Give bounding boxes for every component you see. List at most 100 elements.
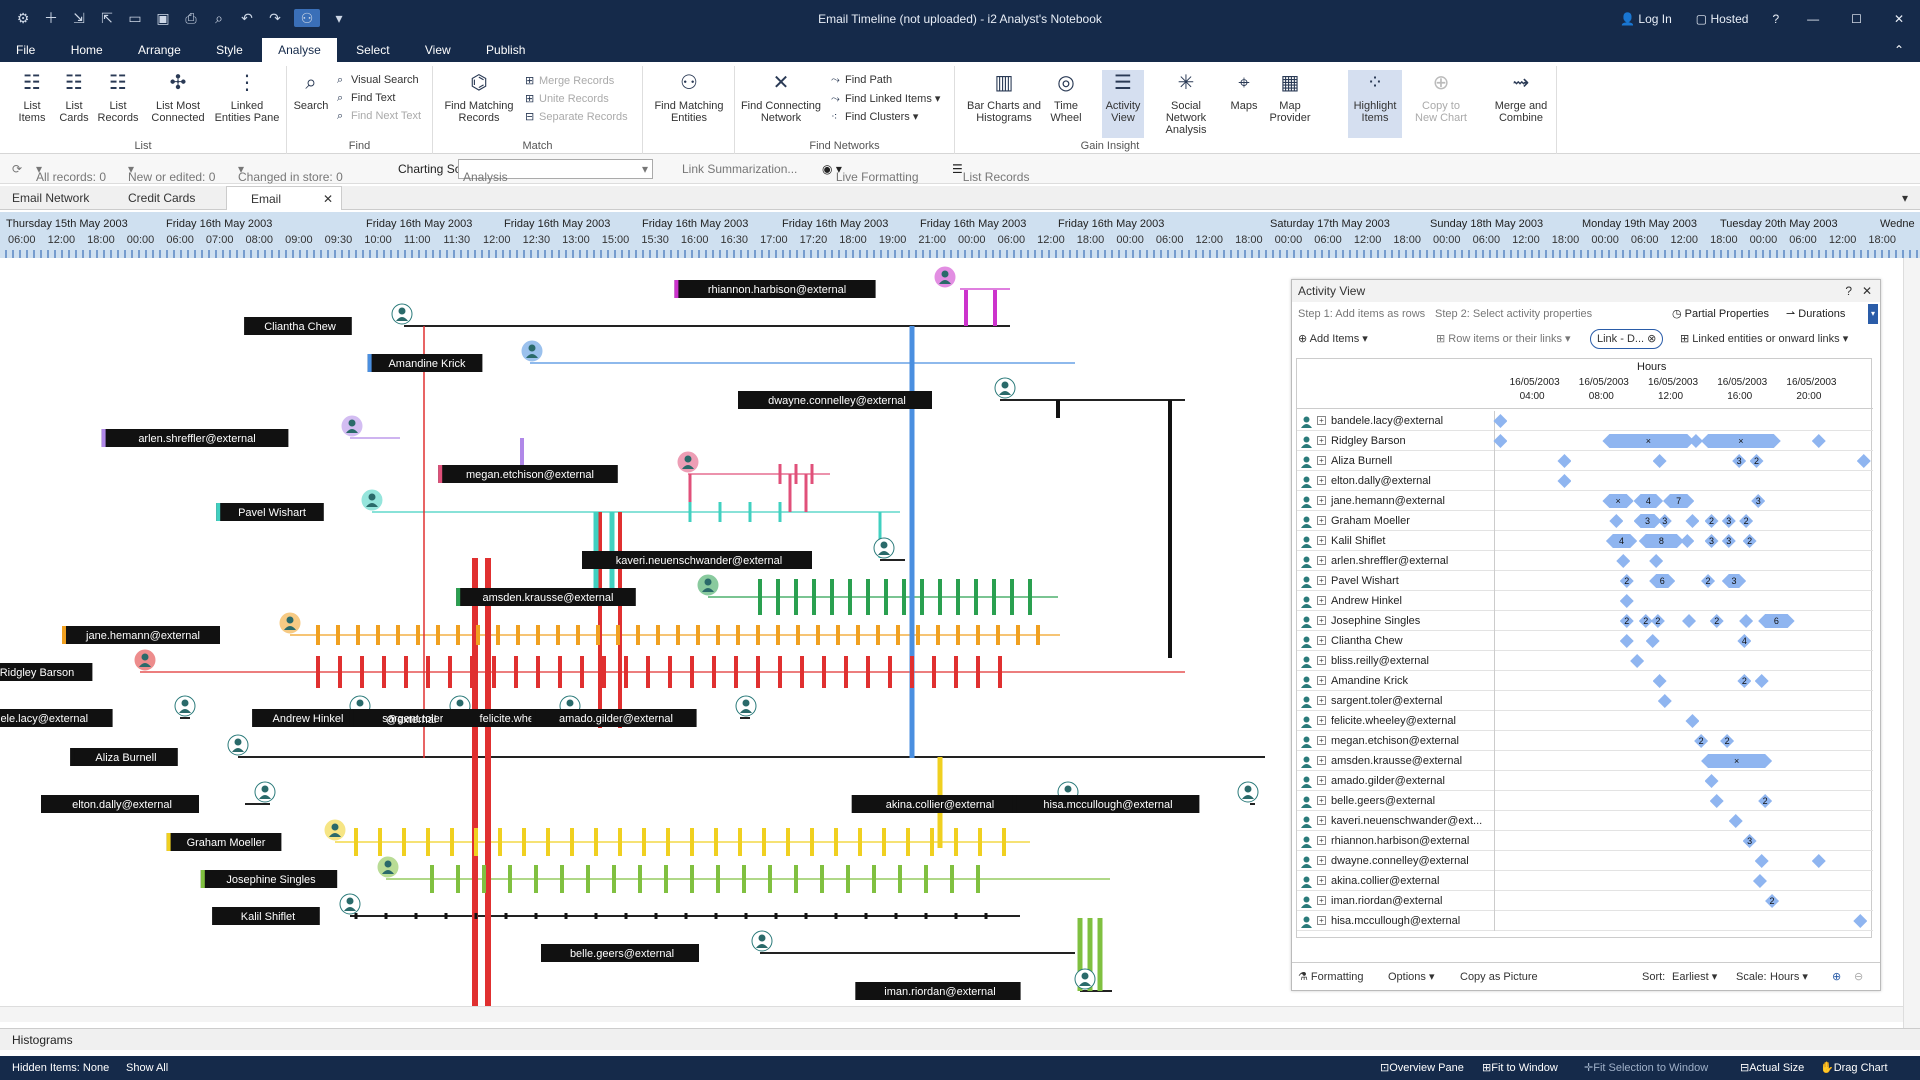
save-icon[interactable]: ▣ <box>156 10 170 26</box>
activity-marker[interactable] <box>1729 814 1743 828</box>
expand-icon[interactable]: + <box>1317 876 1326 885</box>
menu-publish[interactable]: Publish <box>486 43 526 57</box>
activity-row[interactable]: + amado.gilder@external <box>1297 771 1873 791</box>
expand-icon[interactable]: + <box>1317 776 1326 785</box>
activity-marker[interactable] <box>1557 454 1571 468</box>
list-records-button[interactable]: ☷ List Records <box>96 70 140 124</box>
close-pane-icon[interactable]: ✕ <box>1861 284 1872 298</box>
durations-button[interactable]: ⇀ Durations <box>1786 308 1846 320</box>
histograms-pane[interactable]: Histograms <box>0 1028 1920 1050</box>
find-next-text-button[interactable]: ⌕ Find Next Text <box>337 110 421 123</box>
activity-marker[interactable]: 2 <box>1694 734 1708 748</box>
activity-marker[interactable]: 4 <box>1634 494 1664 508</box>
activity-row[interactable]: + Graham Moeller 3 3 2 3 2 <box>1297 511 1873 531</box>
search-button[interactable]: ⌕ Search <box>293 70 329 112</box>
activity-row[interactable]: + bandele.lacy@external <box>1297 411 1873 431</box>
activity-marker[interactable]: × <box>1602 494 1633 508</box>
expand-icon[interactable]: + <box>1317 796 1326 805</box>
merge-and-combine-button[interactable]: ⇝ Merge and Combine <box>1489 70 1553 124</box>
time-wheel-button[interactable]: ◎ Time Wheel <box>1047 70 1085 124</box>
activity-marker[interactable] <box>1493 434 1507 448</box>
visual-search-button[interactable]: ⌕ Visual Search <box>337 74 419 87</box>
actual-size-button[interactable]: ⊟ Actual Size <box>1740 1056 1804 1080</box>
activity-marker[interactable]: 2 <box>1720 734 1734 748</box>
zoom-in-icon[interactable]: ⊕ <box>1832 971 1842 983</box>
activity-marker[interactable] <box>1812 434 1826 448</box>
customize-qat-icon[interactable]: ▾ <box>335 10 343 26</box>
activity-marker[interactable]: 2 <box>1651 614 1665 628</box>
activity-marker[interactable]: 2 <box>1743 534 1757 548</box>
expand-icon[interactable]: + <box>1317 716 1326 725</box>
activity-marker[interactable]: 2 <box>1705 514 1719 528</box>
activity-marker[interactable] <box>1755 674 1769 688</box>
activity-marker[interactable] <box>1658 694 1672 708</box>
menu-arrange[interactable]: Arrange <box>138 43 181 57</box>
new-from-template2-icon[interactable]: ⇱ <box>101 10 113 26</box>
activity-row[interactable]: + elton.dally@external <box>1297 471 1873 491</box>
activity-row[interactable]: + sargent.toler@external <box>1297 691 1873 711</box>
expand-icon[interactable]: + <box>1317 916 1326 925</box>
find-connecting-network-button[interactable]: ✕ Find Connecting Network <box>739 70 823 124</box>
menu-style[interactable]: Style <box>216 43 243 57</box>
expand-icon[interactable]: + <box>1317 616 1326 625</box>
sort-dropdown[interactable]: Earliest ▾ <box>1672 971 1718 983</box>
activity-marker[interactable] <box>1705 774 1719 788</box>
timeline-ruler[interactable]: Thursday 15th May 2003 Friday 16th May 20… <box>0 212 1920 258</box>
expand-icon[interactable]: + <box>1317 696 1326 705</box>
activity-marker[interactable] <box>1620 594 1634 608</box>
formatting-button[interactable]: ⚗ Formatting <box>1298 971 1364 983</box>
activity-marker[interactable]: 2 <box>1620 614 1634 628</box>
activity-marker[interactable] <box>1739 614 1753 628</box>
redo-icon[interactable]: ↷ <box>269 10 281 26</box>
find-linked-items-button[interactable]: ⤳ Find Linked Items ▾ <box>831 93 941 105</box>
new-chart-icon[interactable]: ＋ <box>44 10 58 26</box>
activity-marker[interactable] <box>1653 454 1667 468</box>
new-or-edited-dropdown[interactable]: New or edited: 0 ▾ <box>128 162 216 184</box>
activity-row[interactable]: + Kalil Shiflet 4 8 3 3 2 <box>1297 531 1873 551</box>
menu-analyse[interactable]: Analyse <box>262 38 337 62</box>
expand-icon[interactable]: + <box>1317 816 1326 825</box>
activity-marker[interactable]: × <box>1602 434 1694 448</box>
activity-marker[interactable]: 3 <box>1722 574 1746 588</box>
drag-chart-button[interactable]: ✋ Drag Chart <box>1820 1056 1888 1080</box>
activity-marker[interactable]: 2 <box>1710 614 1724 628</box>
copy-to-new-chart-button[interactable]: ⊕ Copy to New Chart <box>1411 70 1471 124</box>
activity-marker[interactable] <box>1755 854 1769 868</box>
activity-row[interactable]: + Aliza Burnell 3 2 <box>1297 451 1873 471</box>
fit-to-window-button[interactable]: ⊞ Fit to Window <box>1482 1056 1558 1080</box>
canvas-vertical-scrollbar[interactable] <box>1903 258 1920 1028</box>
menu-file[interactable]: File <box>16 43 36 57</box>
activity-row[interactable]: + iman.riordan@external 2 <box>1297 891 1873 911</box>
changed-in-store-dropdown[interactable]: Changed in store: 0 ▾ <box>238 162 343 184</box>
activity-row[interactable]: + Cliantha Chew 4 <box>1297 631 1873 651</box>
activity-row[interactable]: + hisa.mccullough@external <box>1297 911 1873 931</box>
expand-icon[interactable]: + <box>1317 856 1326 865</box>
activity-row[interactable]: + Andrew Hinkel <box>1297 591 1873 611</box>
activity-row[interactable]: + arlen.shreffler@external <box>1297 551 1873 571</box>
menu-select[interactable]: Select <box>356 43 390 57</box>
activity-marker[interactable] <box>1620 634 1634 648</box>
maximize-icon[interactable]: ☐ <box>1851 12 1862 26</box>
help-icon[interactable]: ? <box>1845 284 1852 298</box>
find-clusters-button[interactable]: ⁖ Find Clusters ▾ <box>831 111 919 123</box>
activity-marker[interactable]: 3 <box>1743 834 1757 848</box>
minimize-icon[interactable]: — <box>1807 12 1820 26</box>
options-button[interactable]: Options ▾ <box>1388 971 1435 983</box>
activity-row[interactable]: + belle.geers@external 2 <box>1297 791 1873 811</box>
print-icon[interactable]: ⎙ <box>185 10 197 26</box>
activity-marker[interactable] <box>1689 434 1703 448</box>
activity-marker[interactable]: 4 <box>1606 534 1637 548</box>
expand-icon[interactable]: + <box>1317 436 1326 445</box>
activity-marker[interactable]: 2 <box>1701 574 1715 588</box>
expand-icon[interactable]: + <box>1317 836 1326 845</box>
find-text-button[interactable]: ⌕ Find Text <box>337 92 395 105</box>
expand-icon[interactable]: + <box>1317 576 1326 585</box>
activity-marker[interactable]: 2 <box>1737 674 1751 688</box>
expand-icon[interactable]: + <box>1317 656 1326 665</box>
separate-records-button[interactable]: ⊟ Separate Records <box>525 110 628 123</box>
activity-marker[interactable] <box>1557 474 1571 488</box>
linked-entities-dropdown[interactable]: ⊞ Linked entities or onward links ▾ <box>1680 333 1849 345</box>
link-summarization-button[interactable]: Link Summarization... <box>682 162 798 176</box>
tab-email-timeline[interactable]: Email Timeline✕ <box>226 186 342 230</box>
highlight-items-button[interactable]: ⁘ Highlight Items <box>1348 70 1402 138</box>
